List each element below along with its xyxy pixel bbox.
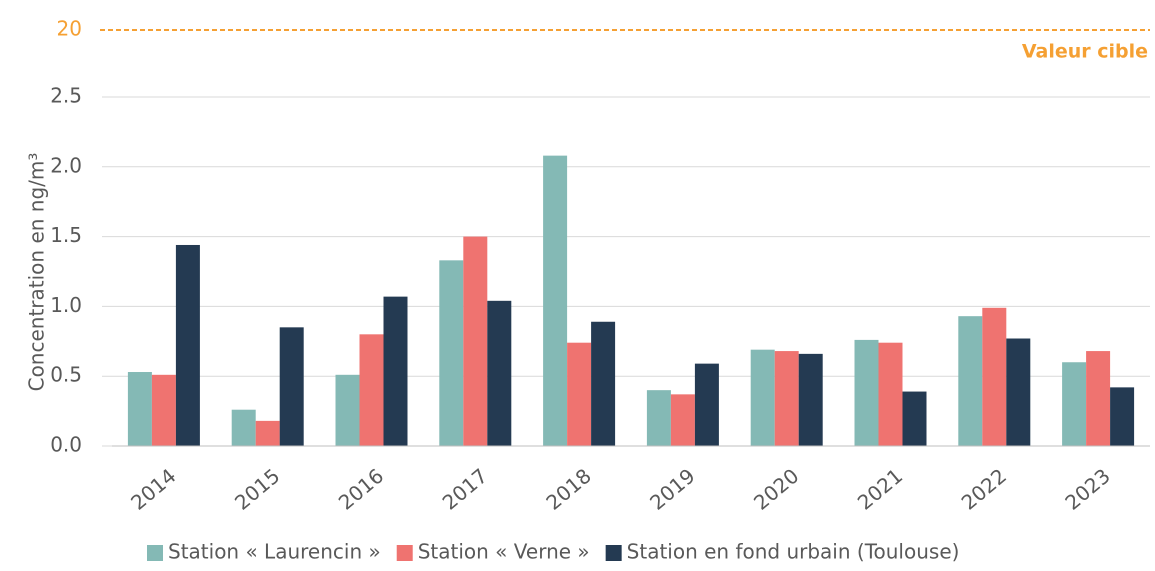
legend-label: Station « Verne » xyxy=(418,540,590,564)
bar xyxy=(774,351,799,446)
bar xyxy=(1110,387,1135,446)
bar xyxy=(798,353,823,446)
bar xyxy=(231,409,256,446)
bar xyxy=(543,155,568,446)
y-tick-label: 2.5 xyxy=(50,84,82,108)
x-tick-label: 2014 xyxy=(126,464,180,515)
bar xyxy=(694,363,719,446)
bar xyxy=(1006,338,1031,446)
bar xyxy=(750,349,775,446)
y-tick-label: 0.0 xyxy=(50,433,82,457)
target-label: Valeur cible xyxy=(1022,41,1148,63)
bar xyxy=(567,342,592,446)
bar xyxy=(1086,351,1111,446)
y-tick-label: 1.0 xyxy=(50,293,82,317)
bar xyxy=(383,296,408,446)
y-tick-label: 1.5 xyxy=(50,223,82,247)
x-tick-label: 2015 xyxy=(230,464,284,515)
bar xyxy=(878,342,903,446)
legend-swatch xyxy=(396,545,413,561)
bar xyxy=(958,316,983,446)
x-tick-label: 2017 xyxy=(438,464,492,515)
bar xyxy=(854,339,879,446)
y-axis-label: Concentration en ng/m³ xyxy=(25,153,49,392)
x-tick-label: 2019 xyxy=(645,464,699,515)
x-tick-label: 2023 xyxy=(1060,464,1114,515)
bar xyxy=(175,244,200,446)
bar xyxy=(902,391,927,446)
target-tick-label: 20 xyxy=(57,17,82,41)
bar xyxy=(127,372,152,446)
bar xyxy=(439,260,464,446)
bar xyxy=(335,374,360,446)
x-tick-label: 2018 xyxy=(541,464,595,515)
x-tick-label: 2021 xyxy=(853,464,907,515)
bar xyxy=(1062,362,1087,446)
bar xyxy=(279,327,304,446)
legend-label: Station en fond urbain (Toulouse) xyxy=(627,540,960,564)
bar xyxy=(591,321,616,446)
bar xyxy=(982,307,1007,446)
bar xyxy=(646,390,671,446)
x-tick-label: 2022 xyxy=(957,464,1011,515)
x-tick-label: 2016 xyxy=(334,464,388,515)
y-tick-label: 2.0 xyxy=(50,153,82,177)
bar xyxy=(359,334,384,446)
bar xyxy=(463,236,488,446)
legend-swatch xyxy=(147,545,163,561)
x-tick-label: 2020 xyxy=(749,464,803,515)
legend-label: Station « Laurencin » xyxy=(168,540,381,564)
bar xyxy=(255,420,280,446)
y-tick-label: 0.5 xyxy=(50,363,82,387)
legend-swatch xyxy=(605,545,622,561)
bar xyxy=(670,394,695,446)
bar xyxy=(487,300,512,446)
bar xyxy=(151,374,176,446)
